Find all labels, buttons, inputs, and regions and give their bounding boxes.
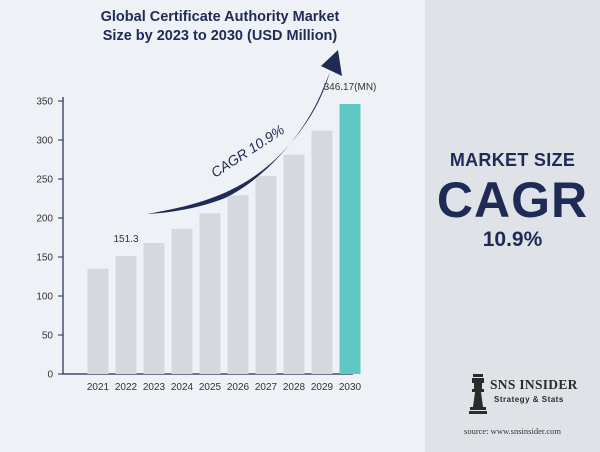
logo-tagline: Strategy & Stats — [494, 395, 564, 404]
x-tick-label: 2027 — [255, 382, 278, 393]
x-tick-label: 2030 — [339, 382, 362, 393]
chart-title-line-2: Size by 2023 to 2030 (USD Million) — [102, 28, 338, 44]
sns-insider-logo: SNS INSIDER Strategy & Stats — [468, 371, 588, 419]
cagr-annotation: CAGR 10.9% — [208, 121, 287, 180]
bar-2023 — [143, 242, 165, 374]
x-tick-label: 2022 — [115, 382, 138, 393]
y-tick-label: 0 — [47, 370, 53, 381]
x-tick-label: 2023 — [143, 382, 166, 393]
y-tick-label: 350 — [36, 97, 53, 108]
y-tick-label: 150 — [36, 253, 53, 264]
x-tick-label: 2025 — [199, 382, 222, 393]
cagr-arrow-head — [321, 50, 342, 76]
bar-2025 — [199, 213, 221, 374]
y-tick-label: 50 — [42, 331, 54, 342]
chart-title-line-1: Global Certificate Authority Market — [100, 9, 340, 25]
logo-name: SNS INSIDER — [490, 377, 578, 392]
x-tick-label: 2029 — [311, 382, 334, 393]
data-label-2022: 151.3 — [113, 234, 138, 245]
bar-2027 — [255, 175, 277, 374]
bar-2029 — [311, 130, 333, 374]
chess-piece-icon — [469, 374, 487, 414]
x-tick-label: 2021 — [87, 382, 110, 393]
x-tick-label: 2028 — [283, 382, 306, 393]
bar-2022 — [115, 255, 137, 374]
cagr-label: CAGR — [436, 172, 589, 228]
y-tick-label: 300 — [36, 136, 53, 147]
y-tick-label: 200 — [36, 214, 53, 225]
chart-title: Global Certificate Authority Market Size… — [40, 8, 400, 46]
x-tick-label: 2026 — [227, 382, 250, 393]
market-size-heading: MARKET SIZE — [449, 150, 576, 170]
data-label-2030: 346.17(MN) — [324, 82, 377, 93]
market-size-panel — [425, 0, 600, 452]
x-tick-label: 2024 — [171, 382, 194, 393]
bar-2028 — [283, 154, 305, 374]
bar-2030 — [339, 103, 361, 374]
bar-2026 — [227, 195, 249, 374]
cagr-value: 10.9% — [482, 228, 543, 251]
bar-chart: 0 50 100 150 200 250 300 350 2021 2022 2023 2024 20… — [36, 50, 377, 393]
y-tick-label: 250 — [36, 175, 53, 186]
source-text: source: www.snsinsider.com — [464, 426, 561, 436]
bar-2021 — [87, 268, 109, 374]
y-tick-label: 100 — [36, 292, 53, 303]
bar-2024 — [171, 228, 193, 374]
